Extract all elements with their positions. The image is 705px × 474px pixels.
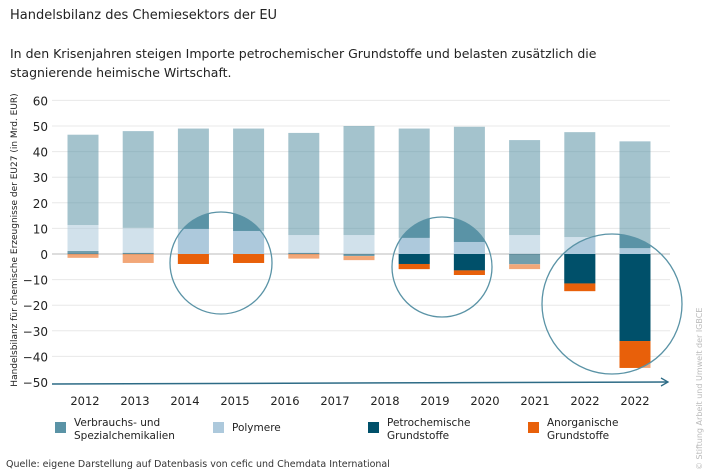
legend-label: Anorganische Grundstoffe	[547, 417, 619, 442]
x-tick-label: 2020	[470, 394, 499, 408]
legend-item: Petrochemische Grundstoffe	[368, 417, 470, 443]
legend-label: Polymere	[232, 422, 281, 434]
bar-segment-petro	[453, 254, 485, 271]
bar-segment-petro	[564, 254, 596, 284]
y-tick-label: 20	[33, 197, 48, 211]
x-tick-label: 2019	[420, 394, 449, 408]
chart-title: Handelsbilanz des Chemiesektors der EU	[10, 8, 278, 23]
x-tick-label: 2017	[320, 394, 349, 408]
bar-segment-spec	[564, 132, 596, 238]
x-axis-ticks: 2012 2013 2014 2015 2016 2017 2018 2019 2020 2021…	[70, 394, 649, 408]
y-tick-label: 0	[40, 248, 48, 262]
x-tick-label: 2013	[120, 394, 149, 408]
bars-highlighted	[177, 212, 651, 368]
bar-segment-poly	[509, 235, 541, 254]
y-tick-label: 60	[33, 94, 48, 108]
x-tick-label: 2016	[270, 394, 299, 408]
bar-segment-poly	[122, 227, 154, 253]
x-tick-label: 2021	[520, 394, 549, 408]
bar-segment-petro	[122, 252, 154, 254]
x-tick-label: 2012	[70, 394, 99, 408]
bar-segment-poly	[343, 235, 375, 254]
bar-segment-anorg	[564, 283, 596, 292]
bar-segment-anorg	[398, 263, 430, 270]
legend-swatch	[213, 422, 224, 433]
y-tick-label: 30	[33, 171, 48, 185]
bar-segment-anorg	[122, 254, 154, 263]
x-tick-label: 2022	[620, 394, 649, 408]
bar-segment-spec	[122, 131, 154, 228]
y-tick-label: 10	[33, 222, 48, 236]
arrow-head-icon	[660, 377, 670, 387]
legend-item: Anorganische Grundstoffe	[528, 417, 618, 443]
y-axis-ticks: 60 50 40 30 20 10 0 −10 −20 −30 −40 −50	[23, 94, 48, 390]
copyright-note: © Stiftung Arbeit und Umwelt der IGBCE	[695, 307, 704, 470]
legend-item: Verbrauchs- und Spezialchemikalien	[55, 417, 175, 443]
x-axis	[51, 377, 670, 387]
y-tick-label: −40	[23, 350, 48, 364]
bar-segment-spec	[233, 128, 265, 231]
highlight-circles	[169, 211, 683, 375]
bar-segment-spec	[177, 128, 209, 229]
bar-segment-petro	[398, 254, 430, 264]
bar-segment-spec	[288, 132, 320, 236]
legend-item: Polymere	[213, 417, 281, 435]
bar-segment-spec	[509, 140, 541, 236]
y-tick-label: 40	[33, 146, 48, 160]
y-tick-label: −10	[23, 274, 48, 288]
bar-segment-anorg	[288, 254, 320, 259]
bar-segment-petro	[288, 252, 320, 254]
y-tick-label: −20	[23, 299, 48, 313]
x-tick-label: 2018	[370, 394, 399, 408]
legend-swatch	[528, 422, 539, 433]
bar-segment-poly	[398, 237, 430, 254]
bars-faded	[67, 126, 651, 368]
x-axis-arrow	[51, 381, 668, 385]
bar-segment-poly	[177, 228, 209, 254]
y-tick-label: −30	[23, 325, 48, 339]
bar-segment-poly	[233, 230, 265, 254]
highlight-circle	[169, 211, 273, 315]
bar-segment-petro	[67, 250, 99, 254]
bar-segment-petro	[343, 254, 375, 257]
bar-segment-petro	[619, 254, 651, 342]
bar-segment-poly	[288, 235, 320, 253]
y-axis-label: Handelsbilanz für chemische Erzeugnisse …	[10, 93, 20, 386]
bar-segment-anorg	[509, 264, 541, 270]
y-tick-label: −50	[23, 376, 48, 390]
bar-segment-spec	[619, 141, 651, 249]
legend-label: Verbrauchs- und Spezialchemikalien	[74, 417, 175, 442]
x-tick-label: 2022	[570, 394, 599, 408]
legend-swatch	[55, 422, 66, 433]
bar-segment-anorg	[343, 256, 375, 261]
bar-segment-spec	[67, 134, 99, 226]
x-tick-label: 2014	[170, 394, 199, 408]
highlight-circle	[541, 233, 683, 375]
bar-segment-poly	[619, 248, 651, 254]
bar-segment-spec	[343, 126, 375, 236]
bar-segment-anorg	[453, 270, 485, 275]
bar-segment-petro	[509, 254, 541, 265]
bar-segment-anorg	[619, 341, 651, 368]
x-tick-label: 2015	[220, 394, 249, 408]
bar-segment-poly	[67, 225, 99, 251]
highlight-circle	[391, 216, 493, 318]
bar-segment-anorg	[177, 254, 209, 264]
source-note: Quelle: eigene Darstellung auf Datenbasi…	[6, 459, 390, 470]
legend-swatch	[368, 422, 379, 433]
chart-subtitle: In den Krisenjahren steigen Importe petr…	[10, 46, 597, 80]
y-tick-label: 50	[33, 120, 48, 134]
bar-segment-anorg	[233, 254, 265, 263]
bar-segment-anorg	[67, 254, 99, 258]
bar-segment-poly	[453, 241, 485, 254]
legend-label: Petrochemische Grundstoffe	[387, 417, 471, 442]
